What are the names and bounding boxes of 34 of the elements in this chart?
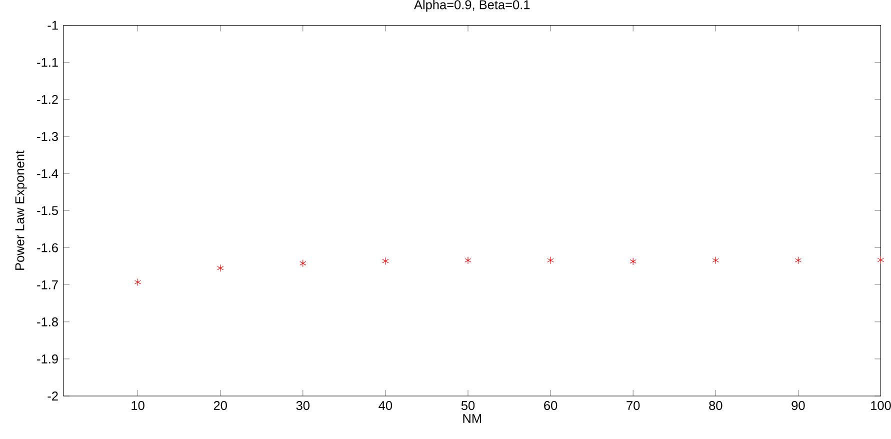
y-tick-label: -1.3 [37,132,58,142]
x-axis-title: NM [463,414,481,423]
y-tick-label: -1.9 [37,354,58,364]
x-tick-label: 40 [378,401,392,410]
x-tick-label: 70 [626,401,640,410]
y-tick-label: -1.5 [37,206,58,216]
x-tick-label: 100 [871,401,891,410]
point [382,257,389,265]
chart-title: Alpha=0.9, Beta=0.1 [414,0,530,12]
x-tick-label: 90 [792,401,805,410]
point [134,278,142,286]
y-tick-label: -1.6 [37,243,58,252]
point [547,256,554,264]
point [794,256,802,264]
x-tick-label: 50 [461,401,475,410]
x-tick-label: 30 [296,401,310,410]
y-tick-label: -1.8 [37,317,58,326]
y-tick-label: -1.1 [37,58,58,67]
y-tick-label: -1.2 [37,94,58,104]
x-tick-label: 10 [132,401,144,410]
point [712,256,720,264]
x-tick-label: 20 [214,401,227,410]
y-axis-title: Power Law Exponent [15,150,27,270]
y-tick-label: -2 [48,392,58,400]
point [877,256,884,264]
x-tick-label: 80 [709,401,722,410]
y-tick-label: -1 [48,20,58,30]
point [216,264,224,272]
x-tick-label: 60 [544,401,558,410]
y-tick-label: -1.4 [37,169,58,178]
y-tick-label: -1.7 [37,280,58,290]
point [300,259,306,268]
point [464,256,472,264]
point [630,258,636,266]
